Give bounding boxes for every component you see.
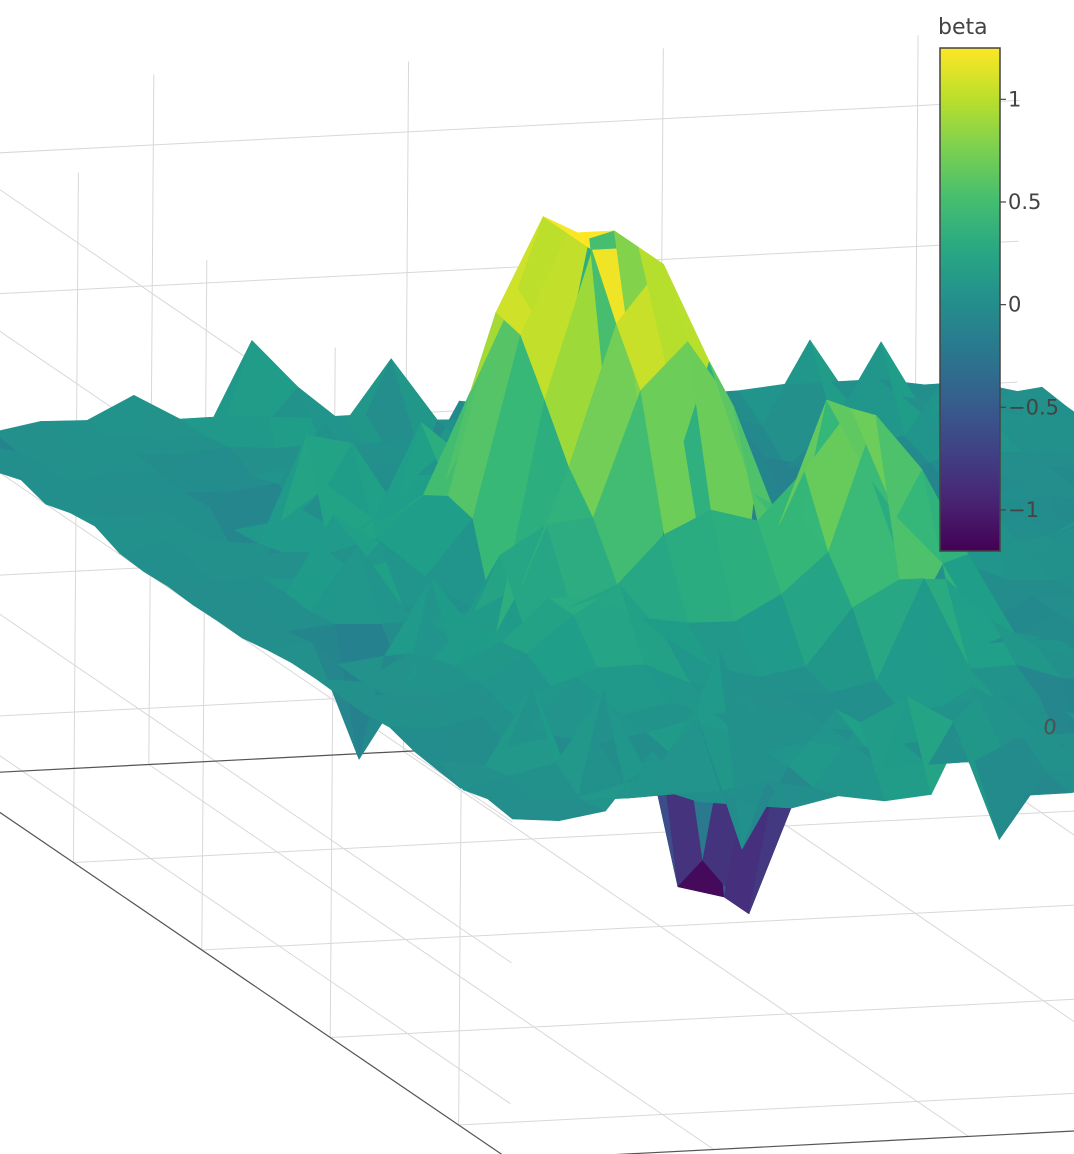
axis-edge bbox=[0, 811, 503, 1154]
gridline bbox=[0, 613, 512, 964]
surface-cell bbox=[1067, 747, 1074, 754]
surface-cell bbox=[1065, 711, 1074, 720]
surface-cell bbox=[1062, 678, 1074, 740]
colorbar: beta 1 0.5 0 −0.5 −1 bbox=[938, 15, 1059, 552]
gridline bbox=[0, 99, 1020, 154]
surface-cell bbox=[1057, 609, 1074, 623]
gridline bbox=[403, 751, 969, 1137]
gridline bbox=[72, 172, 79, 863]
gridline bbox=[330, 998, 1074, 1038]
surface-cell bbox=[1005, 525, 1074, 555]
surface-cell bbox=[1035, 628, 1074, 653]
surface-cell bbox=[1068, 451, 1074, 456]
surface-cell bbox=[1022, 452, 1074, 468]
surface-cell bbox=[1025, 483, 1074, 500]
surface-plot bbox=[0, 216, 1074, 915]
surface-cell bbox=[1030, 526, 1074, 581]
surface-cell bbox=[1047, 465, 1074, 486]
gridline bbox=[148, 764, 715, 1150]
axis-edge bbox=[615, 1130, 1074, 1154]
colorbar-ticks: 1 0.5 0 −0.5 −1 bbox=[1000, 87, 1059, 522]
colorbar-tick-label: 0.5 bbox=[1008, 190, 1041, 214]
surface-cell bbox=[1044, 413, 1074, 453]
surface-cell bbox=[1032, 594, 1074, 614]
surface-cell bbox=[1038, 647, 1074, 680]
surface-cell bbox=[1019, 406, 1074, 421]
gridline bbox=[73, 810, 1074, 863]
surface-cell bbox=[1043, 733, 1074, 749]
surface-cell bbox=[1008, 579, 1074, 596]
colorbar-tick-label: 0 bbox=[1008, 293, 1021, 317]
gridline bbox=[0, 240, 1019, 295]
colorbar-title: beta bbox=[938, 15, 988, 40]
axis-tick-labels: 510152005101520 bbox=[1042, 714, 1059, 740]
surface-cell bbox=[1071, 483, 1074, 486]
colorbar-tick-label: −1 bbox=[1008, 498, 1039, 522]
y-tick-label: 0 bbox=[1042, 714, 1059, 740]
gridline bbox=[458, 1092, 1074, 1126]
surface-cell bbox=[1054, 577, 1074, 593]
gridline bbox=[201, 904, 1074, 951]
colorbar-tick-label: 1 bbox=[1008, 87, 1021, 111]
surface-cell bbox=[1060, 640, 1074, 653]
surface-cell bbox=[1021, 735, 1074, 773]
surface-cell bbox=[1016, 664, 1074, 777]
colorbar-gradient bbox=[939, 47, 1001, 552]
surface-cell bbox=[1045, 769, 1074, 794]
colorbar-tick-label: −0.5 bbox=[1008, 395, 1059, 419]
surface-cell bbox=[1052, 521, 1074, 536]
gridline bbox=[0, 755, 511, 1105]
